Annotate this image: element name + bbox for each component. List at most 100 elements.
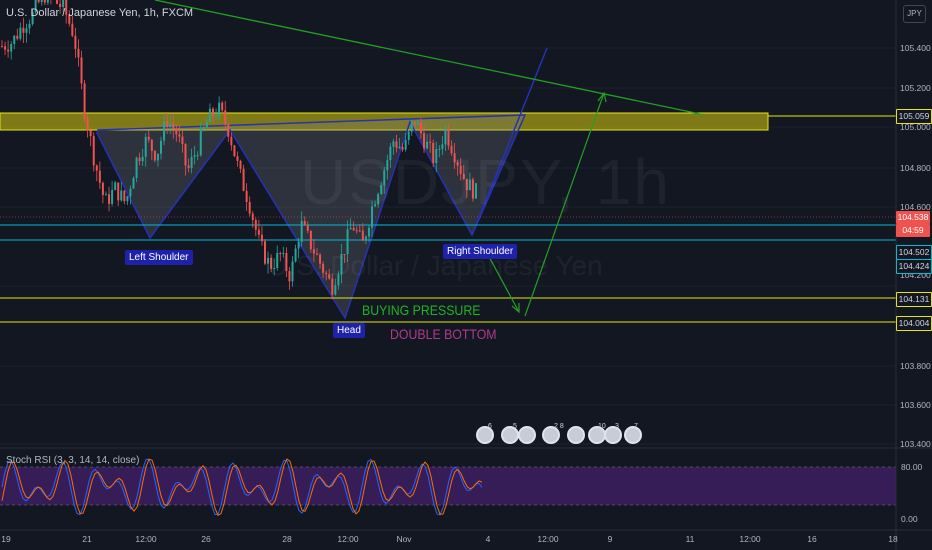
price-label-104004: 104.004 — [896, 316, 932, 331]
candle-body — [138, 157, 141, 162]
candle-body — [123, 190, 126, 202]
candle-body — [172, 124, 175, 130]
candle-body — [10, 44, 13, 52]
descending-trendline[interactable] — [154, 0, 706, 116]
candle-body — [407, 131, 410, 140]
price-tick: 104.600 — [900, 202, 931, 212]
candle-body — [34, 0, 37, 12]
candle-body — [438, 149, 441, 151]
candle-body — [386, 160, 389, 171]
candle-body — [98, 170, 101, 183]
candle-body — [239, 160, 242, 169]
currency-button[interactable]: JPY — [903, 5, 926, 23]
candle-body — [230, 136, 233, 146]
candle-body — [46, 0, 49, 3]
candle-body — [150, 139, 153, 151]
candle-body — [169, 124, 172, 127]
candle-body — [80, 57, 83, 84]
candle-body — [144, 136, 147, 157]
buying-pressure-text[interactable]: BUYING PRESSURE — [362, 302, 481, 318]
candle-body — [364, 236, 367, 241]
indicator-title[interactable]: Stoch RSI (3, 3, 14, 14, close) — [6, 455, 140, 466]
event-flag-icon[interactable] — [624, 426, 642, 444]
candle-body — [263, 241, 266, 264]
candle-body — [270, 257, 273, 269]
candle-body — [4, 46, 7, 50]
candle-body — [126, 196, 129, 202]
candle-body — [465, 178, 468, 191]
candle-body — [163, 121, 166, 141]
candle-body — [334, 285, 337, 295]
time-tick: 18 — [888, 534, 898, 544]
candle-body — [441, 144, 444, 150]
event-flag-icon[interactable] — [476, 426, 494, 444]
candle-body — [319, 254, 322, 264]
candle-body — [413, 121, 416, 125]
candle-body — [40, 0, 43, 3]
projection-arrow-head-1 — [511, 303, 520, 314]
event-flag-icon[interactable] — [542, 426, 560, 444]
candle-body — [340, 254, 343, 275]
double-bottom-text[interactable]: DOUBLE BOTTOM — [390, 326, 497, 342]
candle-body — [294, 248, 297, 262]
candle-body — [22, 27, 25, 33]
projection-arrow-up[interactable] — [524, 92, 605, 317]
rsi-tick-80: 80.00 — [901, 462, 923, 472]
price-tick: 103.800 — [900, 361, 931, 371]
candlestick-series[interactable] — [1, 0, 477, 300]
candle-body — [279, 252, 282, 254]
candle-body — [416, 122, 419, 125]
candle-body — [56, 0, 59, 4]
head-shoulders-pattern[interactable] — [96, 114, 527, 320]
candle-body — [260, 234, 263, 242]
candle-body — [242, 168, 245, 191]
candle-body — [453, 153, 456, 163]
candle-body — [117, 182, 120, 201]
event-count: 3 — [615, 423, 619, 430]
candle-body — [212, 108, 215, 117]
candle-body — [89, 130, 92, 137]
resistance-zone[interactable] — [0, 112, 769, 131]
candle-body — [355, 230, 358, 232]
candle-body — [62, 0, 65, 8]
candle-body — [28, 23, 31, 29]
candle-body — [25, 28, 28, 33]
event-flag-icon[interactable] — [604, 426, 622, 444]
candle-body — [444, 128, 447, 145]
symbol-title[interactable]: U.S. Dollar / Japanese Yen, 1h, FXCM — [6, 7, 194, 19]
time-tick: 19 — [1, 534, 11, 544]
candle-body — [358, 230, 361, 232]
candle-body — [153, 150, 156, 161]
candle-body — [101, 182, 104, 196]
candle-body — [114, 182, 117, 191]
candle-body — [343, 254, 346, 256]
candle-body — [276, 252, 279, 268]
event-flag-icon[interactable] — [567, 426, 585, 444]
candle-body — [95, 165, 98, 171]
candle-body — [475, 183, 477, 199]
head-label[interactable]: Head — [333, 323, 365, 338]
candle-body — [227, 124, 230, 137]
candle-body — [221, 102, 224, 111]
left-shoulder-label[interactable]: Left Shoulder — [125, 250, 193, 265]
event-flag-icon[interactable] — [518, 426, 536, 444]
candle-body — [92, 136, 95, 166]
candle-body — [166, 121, 169, 127]
candle-body — [325, 272, 328, 275]
candle-body — [315, 253, 318, 255]
right-shoulder-label[interactable]: Right Shoulder — [443, 244, 518, 259]
candle-body — [426, 141, 429, 149]
price-tick: 105.000 — [900, 122, 931, 132]
candle-body — [352, 227, 355, 231]
projection-arrow-down[interactable] — [486, 252, 520, 313]
candle-body — [135, 157, 138, 179]
candle-body — [132, 178, 135, 189]
event-count: 10 — [598, 423, 606, 430]
time-tick: 12:00 — [739, 534, 761, 544]
candle-body — [429, 141, 432, 143]
price-tick: 103.400 — [900, 439, 931, 449]
candle-body — [374, 204, 377, 207]
candle-body — [447, 128, 450, 146]
candle-body — [459, 165, 462, 174]
